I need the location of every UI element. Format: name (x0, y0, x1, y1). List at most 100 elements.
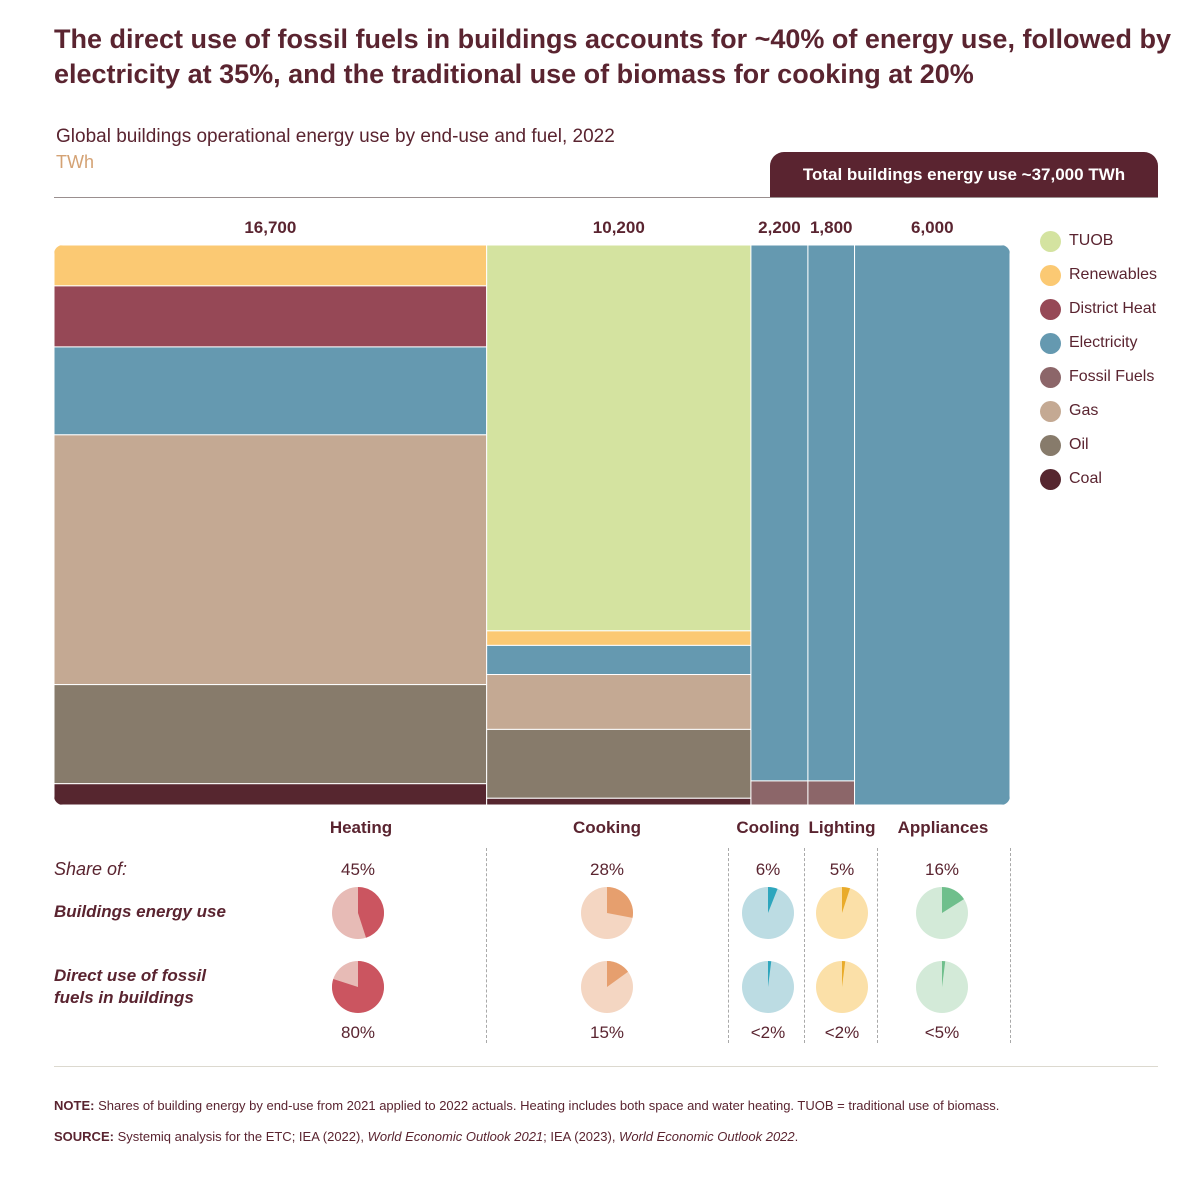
legend-swatch-oil (1040, 434, 1061, 456)
segment-lighting-fossil-fuels (807, 780, 856, 805)
heating-energy-share: 45% (340, 860, 376, 879)
end-use-label-lighting: Lighting (808, 818, 876, 837)
source-part-2: World Economic Outlook 2021 (367, 1129, 544, 1144)
segment-appliances-electricity (854, 245, 1010, 805)
segment-cooling-electricity (750, 245, 809, 782)
legend-item-electricity: Electricity (1040, 326, 1157, 360)
pie-slice (842, 887, 851, 913)
legend-swatch-gas (1040, 400, 1061, 422)
cooling-energy-pie (742, 887, 794, 939)
legend-label-electricity: Electricity (1069, 334, 1138, 351)
direct-fossil-use-label-line1: Direct use of fossil (54, 966, 207, 985)
pie-slice (768, 961, 772, 987)
lighting-fossil-share: <2% (824, 1023, 860, 1042)
column-total-cooling: 2,200 (758, 218, 801, 237)
dashed-separator (1010, 848, 1011, 1043)
heating-energy-pie (332, 887, 384, 939)
segment-heating-renewables (54, 245, 488, 287)
dashed-separator (728, 848, 729, 1043)
pie-slice (607, 961, 629, 987)
column-total-appliances: 6,000 (911, 218, 954, 237)
end-use-label-appliances: Appliances (897, 818, 989, 837)
heating-fossil-share: 80% (340, 1023, 376, 1042)
pie-slice (842, 961, 846, 987)
legend-swatch-district-heat (1040, 298, 1061, 320)
cooking-fossil-pie (581, 961, 633, 1013)
dashed-separator (804, 848, 805, 1043)
cooking-energy-share: 28% (589, 860, 625, 879)
mekko-plot-area (54, 245, 1010, 805)
pie-slice (607, 887, 633, 918)
end-use-label-cooking: Cooking (573, 818, 641, 837)
cooling-fossil-share: <2% (750, 1023, 786, 1042)
legend-swatch-renewables (1040, 264, 1061, 286)
direct-fossil-use-label-line2: fuels in buildings (54, 988, 194, 1007)
source-part-5: . (794, 1129, 799, 1144)
segment-cooking-oil (486, 728, 752, 799)
appliances-energy-pie (916, 887, 968, 939)
cooling-energy-share: 6% (755, 860, 781, 879)
legend-label-district-heat: District Heat (1069, 300, 1157, 317)
share-of-label: Share of: (54, 859, 128, 879)
unit-label: TWh (56, 152, 94, 172)
appliances-fossil-share: <5% (924, 1023, 960, 1042)
segment-heating-gas (54, 434, 488, 686)
lighting-fossil-pie (816, 961, 868, 1013)
legend: TUOB Renewables District Heat Electricity Fo… (1040, 224, 1157, 496)
source-label: SOURCE: (54, 1129, 114, 1144)
legend-item-district-heat: District Heat (1040, 292, 1157, 326)
pie-slice (332, 961, 384, 1013)
legend-swatch-tuob (1040, 230, 1061, 252)
legend-item-fossil-fuels: Fossil Fuels (1040, 360, 1157, 394)
heating-fossil-pie (332, 961, 384, 1013)
appliances-fossil-pie (916, 961, 968, 1013)
buildings-energy-use-label: Buildings energy use (54, 902, 226, 921)
legend-label-tuob: TUOB (1069, 232, 1114, 249)
segment-heating-oil (54, 684, 488, 785)
segment-cooking-coal (486, 797, 752, 805)
segment-heating-coal (54, 783, 488, 805)
direct-fossil-use-label: Direct use of fossil fuels in buildings (54, 965, 206, 1009)
legend-item-oil: Oil (1040, 428, 1157, 462)
legend-label-fossil-fuels: Fossil Fuels (1069, 368, 1155, 385)
source-part-3: ; IEA (2023), (543, 1129, 620, 1144)
pie-slice (768, 887, 778, 913)
legend-label-gas: Gas (1069, 402, 1099, 419)
column-total-heating: 16,700 (244, 218, 296, 237)
cooling-fossil-pie (742, 961, 794, 1013)
column-total-lighting: 1,800 (810, 218, 853, 237)
end-use-label-cooling: Cooling (736, 818, 800, 837)
source-part-1: Systemiq analysis for the ETC; IEA (2022… (117, 1129, 368, 1144)
total-energy-badge: Total buildings energy use ~37,000 TWh (770, 152, 1158, 197)
dashed-separator (877, 848, 878, 1043)
legend-item-coal: Coal (1040, 462, 1157, 496)
source-part-4: World Economic Outlook 2022 (619, 1129, 795, 1144)
segment-cooking-gas (486, 674, 752, 730)
segment-cooking-tuob (486, 245, 752, 632)
segment-cooking-electricity (486, 644, 752, 676)
legend-item-tuob: TUOB (1040, 224, 1157, 258)
segment-cooking-renewables (486, 630, 752, 646)
source: SOURCE: Systemiq analysis for the ETC; I… (54, 1129, 798, 1144)
lighting-energy-pie (816, 887, 868, 939)
segment-heating-electricity (54, 346, 488, 436)
pie-slice (942, 887, 964, 913)
segment-lighting-electricity (807, 245, 856, 782)
lighting-energy-share: 5% (829, 860, 855, 879)
legend-swatch-electricity (1040, 332, 1061, 354)
note-text: Shares of building energy by end-use fro… (98, 1098, 1000, 1113)
legend-swatch-fossil-fuels (1040, 366, 1061, 388)
note-label: NOTE: (54, 1098, 95, 1113)
pie-slice (358, 887, 384, 938)
bottom-divider (54, 1066, 1158, 1067)
end-use-label-heating: Heating (329, 818, 393, 837)
legend-label-coal: Coal (1069, 470, 1102, 487)
cooking-fossil-share: 15% (589, 1023, 625, 1042)
legend-label-oil: Oil (1069, 436, 1089, 453)
note: NOTE: Shares of building energy by end-u… (54, 1098, 999, 1113)
top-divider (54, 197, 1158, 198)
segment-cooling-fossil-fuels (750, 780, 809, 805)
chart-subtitle: Global buildings operational energy use … (56, 126, 615, 147)
headline: The direct use of fossil fuels in buildi… (54, 24, 1171, 89)
